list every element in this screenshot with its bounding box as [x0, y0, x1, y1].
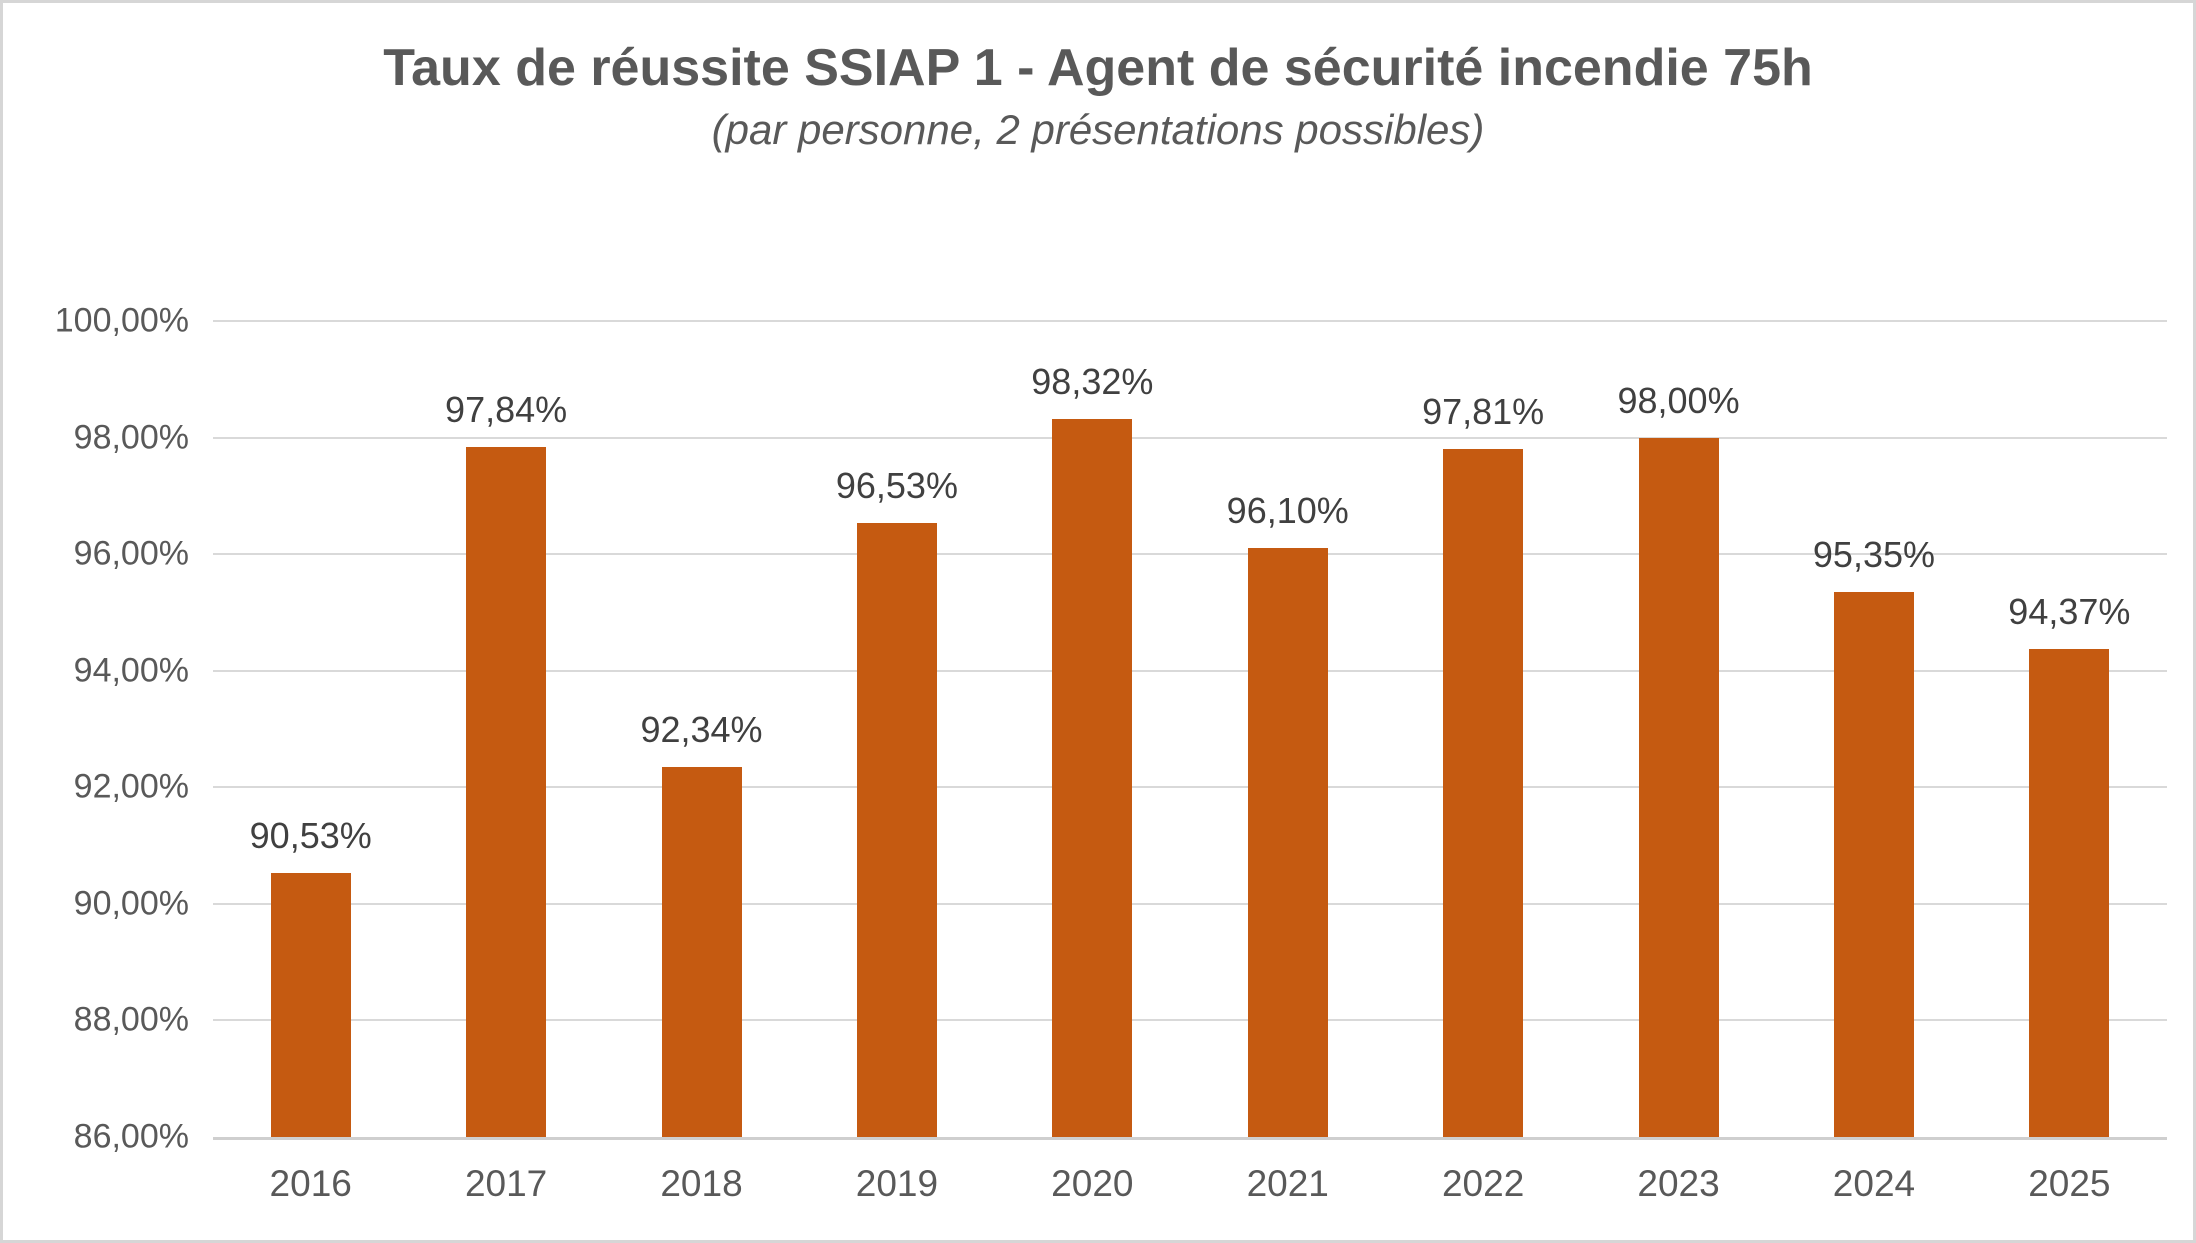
bar-2021	[1247, 548, 1328, 1137]
bar-value-label-2024: 95,35%	[1812, 534, 1936, 576]
bar-slot-2020: 98,32%	[995, 321, 1190, 1137]
bar-2023	[1638, 437, 1719, 1137]
y-tick-label-100: 100,00%	[54, 301, 189, 340]
bar-slot-2019: 96,53%	[799, 321, 994, 1137]
bar-2022	[1443, 448, 1524, 1137]
x-axis: 2016 2017 2018 2019 2020 2021 2022 2023 2024 2025	[213, 1163, 2167, 1205]
x-tick-label-2019: 2019	[855, 1163, 939, 1204]
x-tick-label-2021: 2021	[1246, 1163, 1329, 1204]
bar-value-label-2025: 94,37%	[2008, 591, 2131, 633]
y-tick-label-92: 92,00%	[73, 767, 189, 806]
x-tick-label-2025: 2025	[2028, 1163, 2111, 1204]
bar-slot-2021: 96,10%	[1190, 321, 1385, 1137]
y-tick-label-86: 86,00%	[73, 1117, 189, 1156]
x-tick-label-2024: 2024	[1832, 1163, 1916, 1204]
bar-value-label-2023: 98,00%	[1617, 379, 1740, 421]
y-tick-label-96: 96,00%	[73, 534, 189, 573]
chart-title: Taux de réussite SSIAP 1 - Agent de sécu…	[383, 39, 1813, 97]
gridline-90: 90,00%	[74, 884, 2167, 922]
bar-value-label-2020: 98,32%	[1031, 360, 1154, 402]
chart-subtitle: (par personne, 2 présentations possibles…	[711, 105, 1485, 153]
bar-value-label-2021: 96,10%	[1226, 490, 1349, 532]
y-tick-label-94: 94,00%	[73, 651, 189, 690]
gridline-98: 98,00%	[74, 418, 2167, 456]
gridline-88: 88,00%	[74, 1001, 2167, 1039]
x-tick-label-2016: 2016	[269, 1163, 352, 1204]
bar-2017	[466, 446, 547, 1137]
gridline-96: 96,00%	[74, 535, 2167, 573]
bar-slot-2024: 95,35%	[1776, 321, 1971, 1137]
bar-2020	[1052, 418, 1133, 1137]
plot-area: 100,00% 98,00% 96,00% 94,00% 92,00% 90,00% 88,…	[55, 302, 2167, 1156]
bar-value-label-2019: 96,53%	[835, 465, 958, 507]
bar-2016	[270, 872, 351, 1137]
x-tick-label-2018: 2018	[660, 1163, 743, 1204]
bar-2018	[661, 767, 742, 1137]
bar-slot-2017: 97,84%	[408, 321, 603, 1137]
bar-slot-2018: 92,34%	[604, 321, 799, 1137]
bar-slot-2022: 97,81%	[1385, 321, 1580, 1137]
gridline-94: 94,00%	[74, 651, 2167, 689]
y-tick-label-90: 90,00%	[73, 884, 189, 923]
bar-slot-2023: 98,00%	[1581, 321, 1776, 1137]
bars-layer: 90,53% 97,84% 92,34% 96,53% 98,32% 96,10% 97,8…	[213, 321, 2167, 1137]
bar-value-label-2018: 92,34%	[640, 709, 763, 751]
gridline-92: 92,00%	[74, 768, 2167, 806]
x-tick-label-2023: 2023	[1637, 1163, 1720, 1204]
y-tick-label-88: 88,00%	[73, 1000, 189, 1039]
bar-slot-2025: 94,37%	[1972, 321, 2167, 1137]
x-tick-label-2022: 2022	[1441, 1163, 1525, 1204]
bar-2024	[1833, 592, 1914, 1137]
bar-value-label-2017: 97,84%	[445, 388, 568, 430]
y-tick-label-98: 98,00%	[73, 418, 189, 457]
bar-value-label-2016: 90,53%	[249, 814, 372, 856]
bar-2019	[856, 523, 937, 1137]
bar-2025	[2029, 649, 2110, 1137]
gridline-100: 100,00%	[55, 302, 2167, 340]
x-tick-label-2020: 2020	[1051, 1163, 1134, 1204]
x-tick-label-2017: 2017	[464, 1163, 548, 1204]
bar-value-label-2022: 97,81%	[1422, 390, 1545, 432]
bar-slot-2016: 90,53%	[213, 321, 408, 1137]
